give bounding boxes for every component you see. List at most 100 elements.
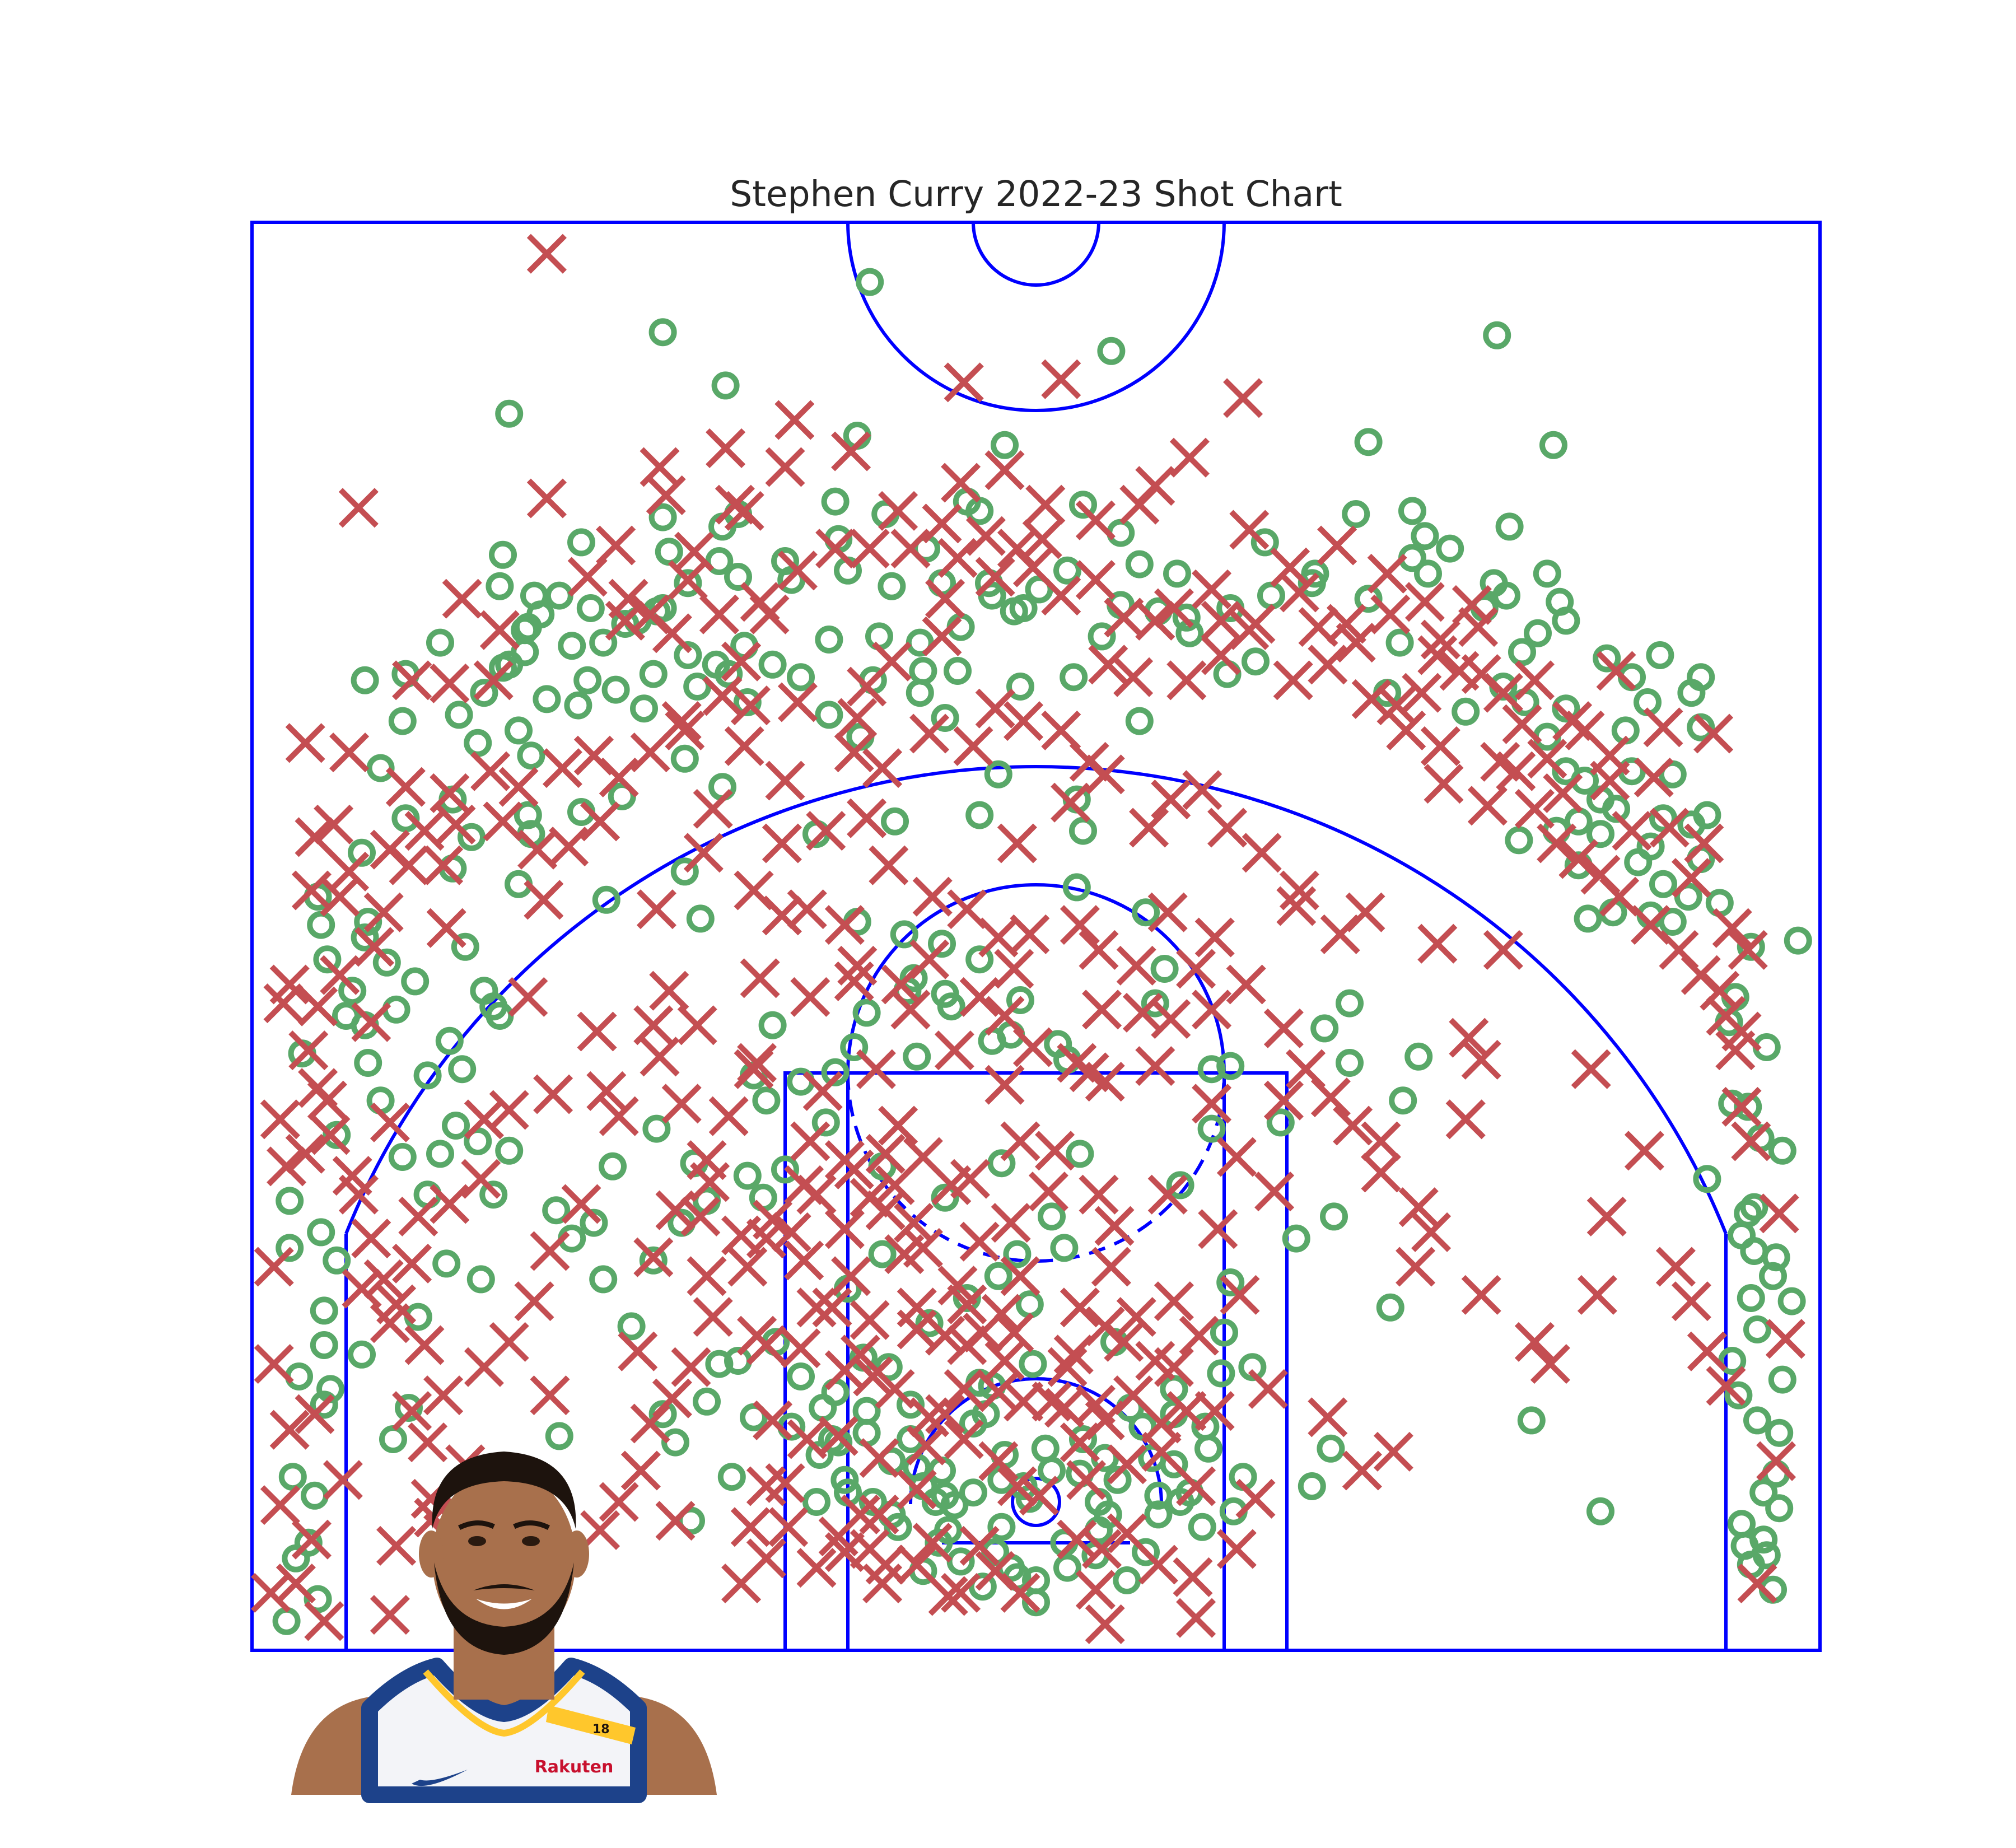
missed-shot-marker [1135,1341,1175,1381]
free-throw-circle-top [846,883,1226,1074]
made-shot-marker [1266,1108,1295,1137]
made-shot-marker [1038,1457,1066,1485]
missed-shot-marker [1041,576,1081,616]
missed-shot-marker [392,1391,432,1431]
missed-shot-marker [1445,1099,1486,1140]
missed-shot-marker [975,557,1015,597]
made-shot-marker [1517,1406,1546,1435]
missed-shot-marker [1216,1529,1257,1569]
missed-shot-marker [1396,1247,1436,1287]
missed-shot-marker [1194,917,1235,958]
made-shot-marker [1734,1093,1762,1121]
missed-shot-marker [1079,1174,1119,1215]
missed-shot-marker [937,1266,978,1306]
made-shot-marker [1552,694,1580,723]
missed-shot-marker [1207,808,1248,848]
missed-shot-marker [260,1099,300,1140]
made-shot-marker [1069,816,1097,845]
made-shot-marker [1194,1434,1222,1463]
missed-shot-marker [1085,754,1125,795]
made-shot-marker [1088,622,1116,651]
missed-shot-marker [862,748,903,788]
missed-shot-marker [959,1221,1000,1262]
missed-shot-marker [1756,1441,1796,1481]
made-shot-marker [953,1284,981,1312]
made-shot-marker [715,660,743,688]
missed-shot-marker [965,516,1006,556]
missed-shot-marker [831,1256,871,1296]
missed-shot-marker [668,560,708,600]
made-shot-marker [642,1114,671,1143]
made-shot-marker [573,666,602,694]
missed-shot-marker [464,1099,504,1140]
made-shot-marker [1411,522,1439,550]
made-shot-marker [1141,989,1169,1018]
missed-shot-marker [1216,1137,1257,1177]
made-shot-marker [984,760,1012,788]
made-shot-marker [285,1362,313,1390]
made-shot-marker [608,782,636,810]
missed-shot-marker [1025,484,1066,525]
missed-shot-marker [288,1030,329,1071]
missed-shot-marker [599,1482,639,1522]
missed-shot-marker [1000,1121,1040,1161]
made-shot-marker [426,628,454,657]
missed-shot-marker [1514,660,1555,701]
made-shot-marker [1282,1224,1310,1253]
made-shot-marker [881,807,909,836]
missed-shot-marker [1706,996,1746,1036]
made-shot-marker [348,1340,376,1369]
missed-shot-marker [498,767,539,807]
missed-shot-marker [730,685,771,726]
missed-shot-marker [376,1284,417,1324]
missed-shot-marker [1270,547,1310,587]
made-shot-marker [1734,1199,1762,1228]
made-shot-marker [852,1418,881,1447]
made-shot-marker [1132,898,1160,927]
made-shot-marker [758,1011,787,1039]
missed-shot-marker [753,1200,793,1240]
made-shot-marker [435,1026,464,1055]
missed-shot-marker [1082,990,1122,1030]
missed-shot-marker [392,1243,432,1284]
missed-shot-marker [1712,908,1752,948]
missed-shot-marker [376,1525,417,1566]
made-shot-marker [1768,1136,1796,1165]
missed-shot-marker [878,1105,918,1146]
made-shot-marker [307,1218,335,1247]
missed-shot-marker [1104,1322,1144,1362]
missed-shot-marker [790,977,830,1017]
made-shot-marker [840,1033,869,1061]
missed-shot-marker [620,1450,661,1491]
made-shot-marker [978,581,1006,610]
missed-shot-marker [978,917,1019,958]
missed-shot-marker [436,804,476,844]
made-shot-marker [686,904,715,933]
missed-shot-marker [586,1071,627,1111]
missed-shot-marker [1060,905,1100,945]
made-shot-marker [1053,1553,1081,1582]
missed-shot-marker [1765,1319,1805,1359]
missed-shot-marker [338,1174,379,1215]
missed-shot-marker [1411,1212,1452,1252]
missed-shot-marker [580,801,620,842]
missed-shot-marker [859,1494,899,1534]
missed-shot-marker [1449,1018,1489,1058]
made-shot-marker [1342,500,1370,528]
missed-shot-marker [489,1090,529,1130]
missed-shot-marker [517,829,558,870]
missed-shot-marker [975,688,1015,729]
mustache [473,1584,535,1590]
missed-shot-marker [693,788,733,829]
made-shot-marker [925,1528,953,1557]
made-shot-marker [674,641,702,669]
missed-shot-marker [1075,1570,1116,1610]
missed-shot-marker [567,557,608,597]
missed-shot-marker [984,450,1025,491]
missed-shot-marker [975,1551,1015,1591]
missed-shot-marker [329,851,370,892]
missed-shot-marker [1671,1281,1711,1322]
missed-shot-marker [1420,619,1460,660]
missed-shot-marker [1404,582,1445,622]
missed-shot-marker [1028,1172,1068,1212]
